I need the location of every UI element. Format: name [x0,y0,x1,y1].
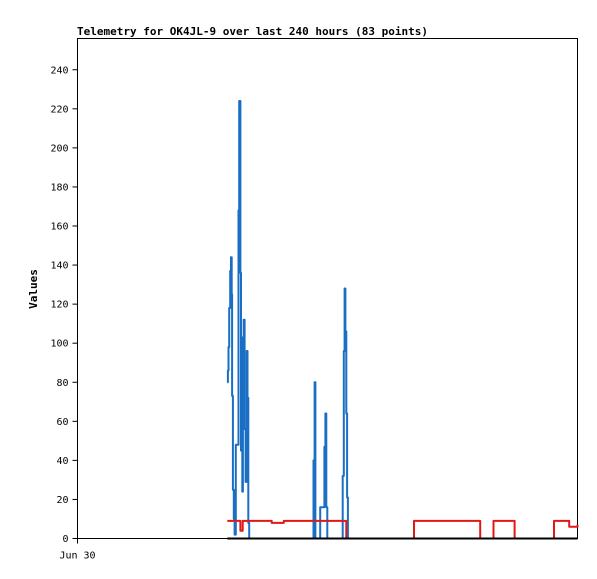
y-axis-label: Values [27,269,40,309]
y-tick-label: 40 [56,456,68,467]
y-tick-label: 120 [50,300,68,311]
y-tick-label: 100 [50,339,68,350]
series-line-0 [226,100,351,540]
y-tick-label: 80 [56,378,68,389]
chart-title: Telemetry for OK4JL-9 over last 240 hour… [77,25,428,38]
y-tick-label: 20 [56,495,68,506]
y-axis-ticks: 0 20 40 60 80 100 120 140 160 180 200 220 240 [50,65,78,545]
x-axis-ticks: Jun 30 [59,538,96,562]
y-tick-label: 240 [50,65,68,76]
y-tick-label: 200 [50,143,68,154]
y-tick-label: 180 [50,182,68,193]
y-tick-label: 220 [50,104,68,115]
x-tick-label: Jun 30 [59,551,95,562]
y-tick-label: 0 [62,534,68,545]
series-layer [226,100,579,540]
plot-area [77,38,578,539]
y-tick-label: 140 [50,261,68,272]
y-tick-label: 60 [56,417,68,428]
y-tick-label: 160 [50,222,68,233]
